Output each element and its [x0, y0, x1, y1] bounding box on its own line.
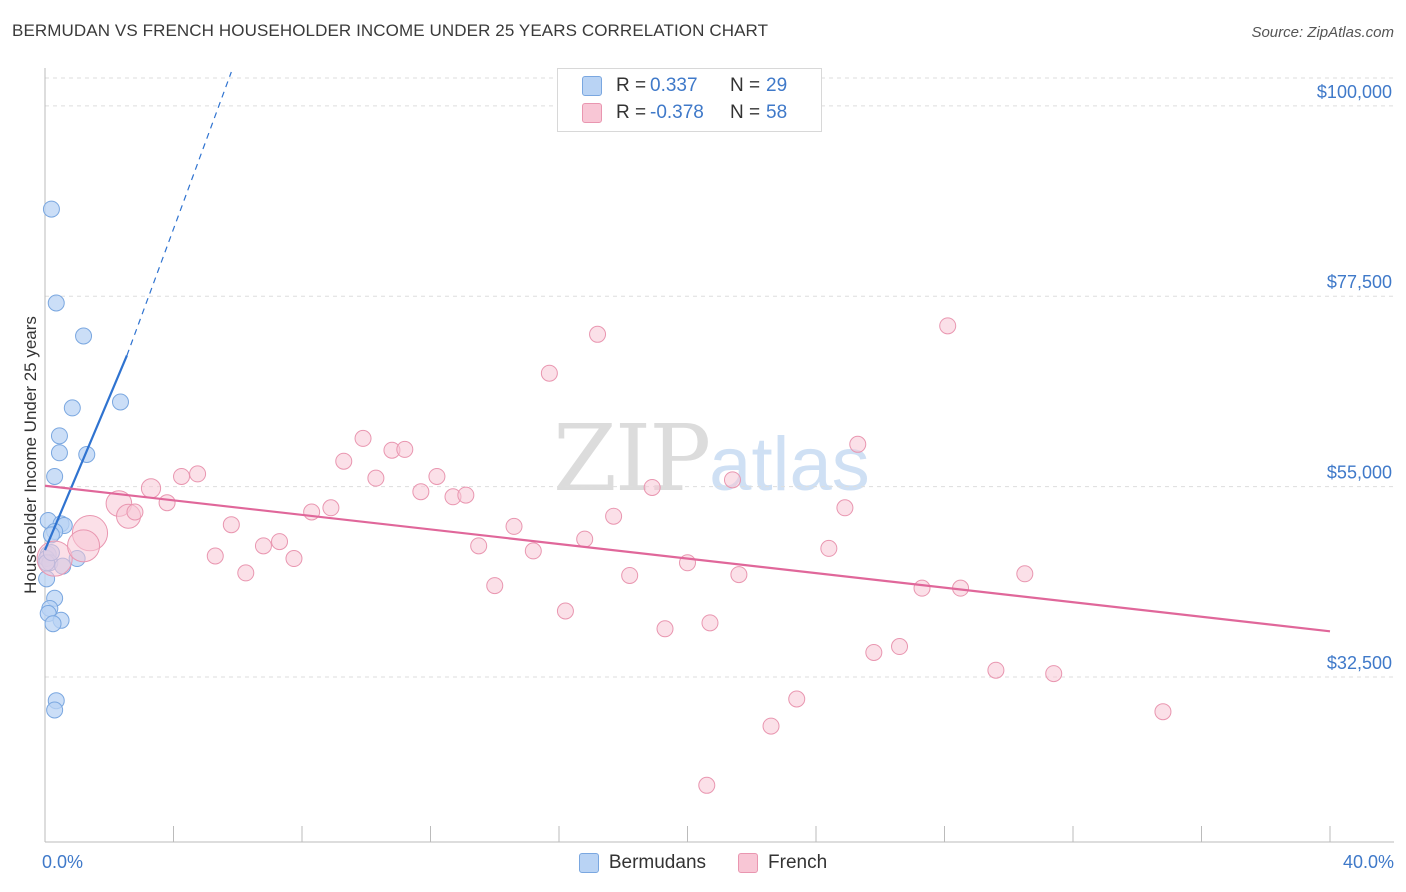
french-point — [589, 325, 607, 343]
bermudan-point — [46, 467, 64, 485]
legend-row-french: R = -0.378 N = 58 — [582, 101, 787, 125]
french-point — [605, 507, 623, 525]
series-legend-french: French — [738, 852, 827, 874]
french-point — [271, 533, 289, 551]
x-tick-min: 0.0% — [42, 852, 84, 872]
french-point — [836, 499, 854, 517]
french-point — [158, 494, 176, 512]
french-point — [412, 483, 430, 501]
y-tick-label: $55,000 — [1327, 463, 1392, 483]
french-point — [222, 516, 240, 534]
bermudan-trendline-extension — [126, 71, 232, 356]
french-point — [1154, 703, 1172, 721]
french-point — [820, 539, 838, 557]
french-point — [656, 620, 674, 638]
french-point — [524, 542, 542, 560]
french-point — [621, 566, 639, 584]
french-point — [189, 465, 207, 483]
french-point — [486, 577, 504, 595]
french-point — [396, 440, 414, 458]
correlation-legend: R = 0.337 N = 29 R = -0.378 N = 58 — [557, 68, 822, 132]
french-point — [913, 579, 931, 597]
bermudan-point — [63, 399, 81, 417]
french-point — [730, 566, 748, 584]
y-axis-label: Householder Income Under 25 years — [21, 316, 40, 594]
french-point — [865, 643, 883, 661]
bermudan-point — [50, 427, 68, 445]
y-tick-label: $100,000 — [1317, 82, 1392, 102]
series-legend-bermudans: Bermudans — [578, 852, 707, 874]
legend-r-label: R = — [616, 102, 647, 123]
french-point — [701, 614, 719, 632]
bermudan-point — [50, 444, 68, 462]
y-tick-label: $32,500 — [1327, 653, 1392, 673]
legend-n-value: 29 — [766, 75, 788, 96]
legend-r-label: R = — [616, 75, 647, 96]
french-point — [987, 661, 1005, 679]
x-tick-max: 40.0% — [1342, 852, 1394, 872]
watermark-zip: ZIP — [553, 405, 711, 512]
legend-n-label: N = — [730, 102, 761, 123]
bermudan-point — [47, 294, 65, 312]
french-trendline — [44, 484, 1331, 633]
french-point — [457, 486, 475, 504]
french-point — [576, 530, 594, 548]
legend-swatch-blue — [582, 76, 602, 96]
french-point — [762, 717, 780, 735]
series-legend: Bermudans French — [0, 852, 1406, 874]
french-point — [1016, 565, 1034, 583]
legend-row-bermudans: R = 0.337 N = 29 — [582, 74, 787, 98]
bermudan-point — [42, 200, 60, 218]
bermudan-point — [44, 615, 62, 633]
legend-n-label: N = — [730, 75, 761, 96]
legend-n-value: 58 — [766, 102, 788, 123]
source-credit: Source: ZipAtlas.com — [1251, 24, 1394, 41]
french-point — [1045, 665, 1063, 683]
bermudan-point — [75, 327, 93, 345]
french-point — [891, 638, 909, 656]
french-point — [206, 547, 224, 565]
watermark: ZIPatlas — [553, 405, 870, 512]
french-point — [428, 467, 446, 485]
french-point — [367, 469, 385, 487]
french-point — [237, 564, 255, 582]
french-point — [849, 435, 867, 453]
french-point — [36, 540, 73, 577]
french-point — [556, 602, 574, 620]
french-point — [322, 499, 340, 517]
chart-title: BERMUDAN VS FRENCH HOUSEHOLDER INCOME UN… — [12, 21, 769, 40]
french-point — [643, 478, 661, 496]
french-point — [254, 537, 272, 555]
series-swatch-blue — [578, 853, 599, 873]
french-point — [788, 690, 806, 708]
watermark-atlas: atlas — [709, 422, 870, 507]
french-point — [67, 529, 101, 563]
bermudan-trendline — [43, 355, 128, 551]
french-point — [698, 776, 716, 794]
french-point — [723, 471, 741, 489]
legend-swatch-pink — [582, 103, 602, 123]
french-point — [939, 317, 957, 335]
french-point — [173, 467, 191, 485]
french-point — [335, 452, 353, 470]
bermudan-point — [46, 701, 64, 719]
bermudan-point — [111, 393, 129, 411]
series-label: French — [768, 852, 828, 873]
french-point — [505, 517, 523, 535]
legend-r-value: 0.337 — [650, 75, 698, 96]
french-point — [285, 550, 303, 568]
french-point — [140, 478, 162, 499]
french-point — [354, 429, 372, 447]
y-tick-label: $77,500 — [1327, 272, 1392, 292]
french-point — [540, 364, 558, 382]
legend-r-value: -0.378 — [650, 102, 704, 123]
french-point — [126, 503, 144, 521]
series-label: Bermudans — [608, 852, 707, 873]
french-point — [470, 537, 488, 555]
series-swatch-pink — [738, 853, 759, 873]
